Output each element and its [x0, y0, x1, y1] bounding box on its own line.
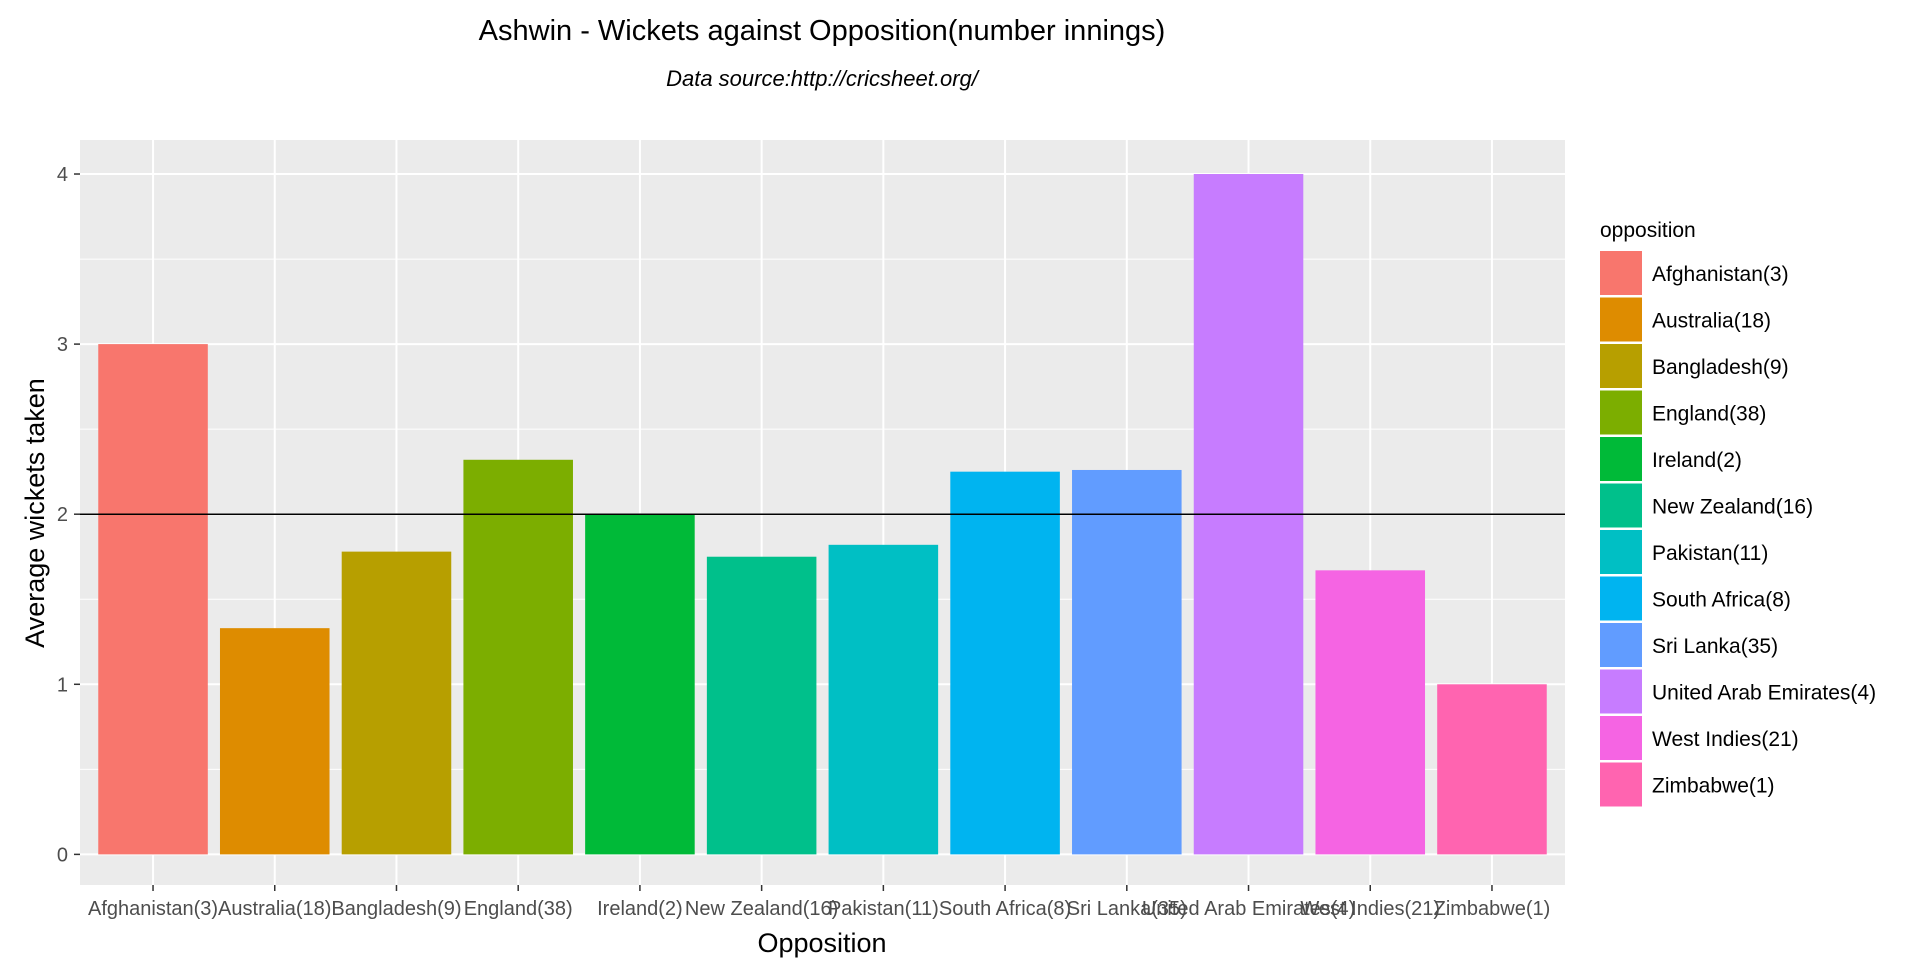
- legend-label: United Arab Emirates(4): [1652, 682, 1876, 705]
- bar: [1315, 570, 1426, 855]
- legend-title: opposition: [1600, 219, 1696, 242]
- x-tick-label: Sri Lanka(35): [1067, 898, 1187, 920]
- y-tick-label: 0: [57, 844, 68, 866]
- legend-key: [1600, 390, 1642, 435]
- bar: [828, 544, 939, 855]
- bar: [341, 551, 452, 855]
- legend-key: [1600, 483, 1642, 528]
- x-tick-label: Afghanistan(3): [88, 898, 218, 920]
- legend: opposition Afghanistan(3) Australia(18) Ba…: [1600, 219, 1876, 807]
- x-tick-label: United Arab Emirates(4): [1142, 898, 1355, 920]
- x-tick-label: England(38): [464, 898, 573, 920]
- legend-key: [1600, 669, 1642, 714]
- legend-label: England(38): [1652, 403, 1766, 426]
- bars: [98, 174, 1547, 855]
- y-tick-label: 4: [57, 164, 68, 186]
- chart-title: Ashwin - Wickets against Opposition(numb…: [479, 15, 1166, 47]
- bar: [463, 459, 573, 855]
- legend-key: [1600, 623, 1642, 667]
- x-tick-label: Bangladesh(9): [331, 898, 461, 920]
- y-axis-title: Average wickets taken: [20, 378, 50, 648]
- legend-key: [1600, 437, 1642, 481]
- bar: [98, 344, 208, 855]
- legend-label: Pakistan(11): [1652, 542, 1768, 565]
- chart-subtitle: Data source:http://cricsheet.org/: [666, 66, 980, 91]
- y-tick-label: 1: [57, 674, 68, 696]
- legend-label: Sri Lanka(35): [1652, 635, 1778, 658]
- legend-label: Zimbabwe(1): [1652, 775, 1775, 798]
- legend-key: [1600, 762, 1642, 807]
- legend-key: [1600, 344, 1642, 388]
- x-axis: Afghanistan(3) Australia(18) Bangladesh(9)…: [88, 885, 1550, 920]
- y-tick-label: 2: [57, 504, 68, 526]
- legend-label: Ireland(2): [1652, 449, 1742, 472]
- bar: [1072, 469, 1182, 855]
- legend-label: Bangladesh(9): [1652, 356, 1789, 379]
- x-tick-label: New Zealand(16): [685, 898, 838, 920]
- legend-key: [1600, 251, 1642, 295]
- y-axis: 0 1 2 3 4: [57, 164, 80, 866]
- legend-label: South Africa(8): [1652, 589, 1791, 612]
- legend-label: New Zealand(16): [1652, 496, 1813, 519]
- bar: [706, 556, 817, 855]
- bar: [585, 514, 695, 855]
- x-tick-label: South Africa(8): [939, 898, 1071, 920]
- legend-key: [1600, 297, 1642, 342]
- x-tick-label: Pakistan(11): [828, 898, 939, 920]
- x-axis-title: Opposition: [757, 928, 886, 958]
- bar: [1437, 684, 1547, 855]
- legend-label: Australia(18): [1652, 310, 1771, 333]
- x-tick-label: West Indies(21): [1300, 898, 1440, 920]
- legend-key: [1600, 716, 1642, 760]
- legend-key: [1600, 530, 1642, 574]
- legend-label: Afghanistan(3): [1652, 263, 1789, 286]
- legend-key: [1600, 576, 1642, 621]
- y-tick-label: 3: [57, 334, 68, 356]
- bar: [219, 628, 330, 855]
- x-tick-label: Zimbabwe(1): [1434, 898, 1551, 920]
- x-tick-label: Australia(18): [218, 898, 331, 920]
- bar: [950, 471, 1060, 855]
- x-tick-label: Ireland(2): [597, 898, 683, 920]
- legend-label: West Indies(21): [1652, 728, 1799, 751]
